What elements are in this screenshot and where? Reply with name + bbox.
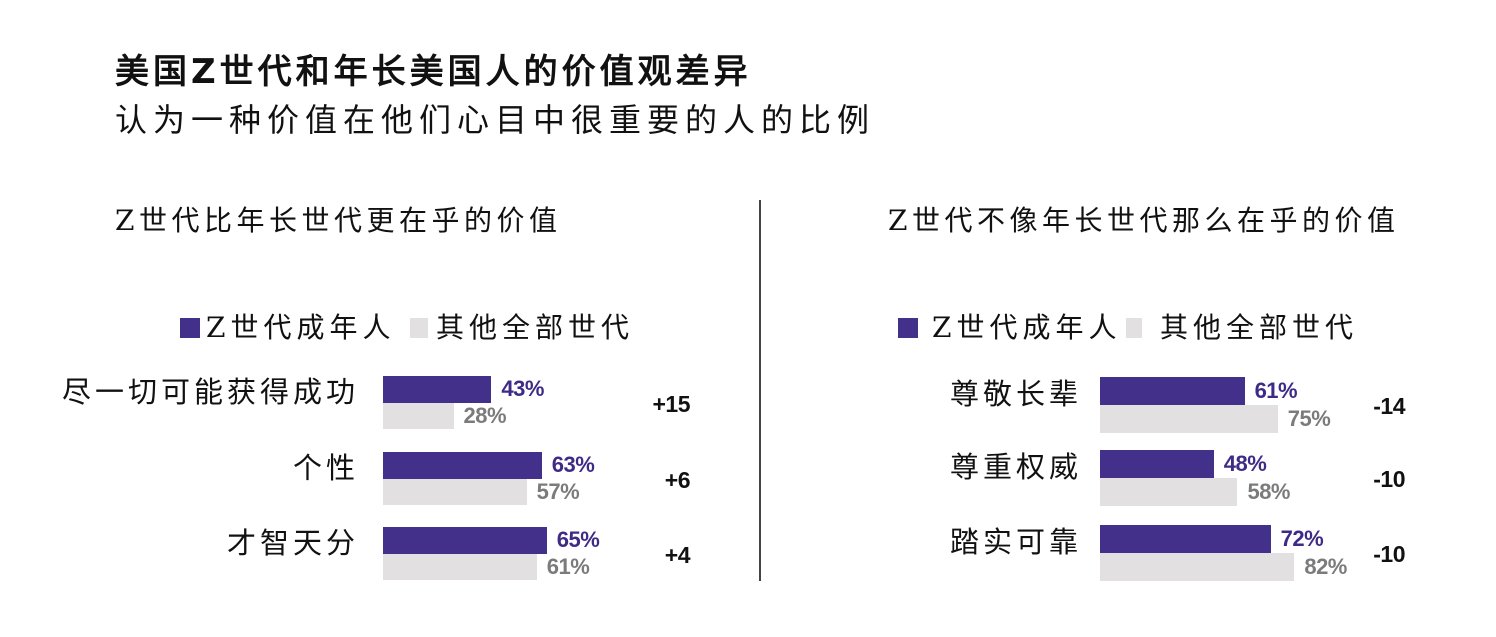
category-label: 尊重权威 — [949, 450, 1082, 485]
bar-other-generations — [1100, 553, 1295, 581]
value-label-z-generation: 63% — [551, 452, 595, 478]
chart-title: 美国Z世代和年长美国人的价值观差异 — [115, 52, 752, 92]
value-label-z-generation: 48% — [1223, 451, 1267, 476]
value-label-other-generations: 75% — [1287, 406, 1331, 431]
value-label-other-generations: 57% — [536, 478, 580, 504]
category-label: 尽一切可能获得成功 — [61, 375, 359, 410]
difference-label: +15 — [652, 390, 690, 417]
legend-swatch-other-generations — [1126, 318, 1142, 338]
value-label-z-generation: 72% — [1280, 526, 1324, 551]
panel-divider — [759, 200, 761, 581]
bar-other-generations — [383, 553, 537, 580]
bar-z-generation — [383, 452, 542, 479]
bar-other-generations — [1100, 478, 1238, 506]
difference-label: +6 — [664, 466, 691, 493]
legend-swatch-other-generations — [410, 318, 428, 338]
bar-z-generation — [1100, 525, 1271, 553]
chart-subtitle: 认为一种价值在他们心目中很重要的人的比例 — [115, 101, 876, 139]
legend-label-z-generation: Z世代成年人 — [206, 311, 396, 344]
value-label-other-generations: 58% — [1247, 479, 1290, 504]
value-label-z-generation: 65% — [556, 527, 600, 553]
bar-z-generation — [1100, 377, 1245, 405]
legend-label-other-generations: 其他全部世代 — [1160, 311, 1359, 344]
value-label-z-generation: 43% — [501, 376, 544, 402]
value-label-other-generations: 28% — [463, 402, 507, 428]
right-panel-title: Z世代不像年长世代那么在乎的价值 — [888, 204, 1400, 237]
legend-swatch-z-generation — [180, 318, 200, 338]
difference-label: -10 — [1373, 466, 1405, 492]
legend-label-other-generations: 其他全部世代 — [436, 311, 635, 344]
category-label: 尊敬长辈 — [949, 377, 1082, 412]
category-label: 踏实可靠 — [949, 525, 1082, 560]
left-panel-title: Z世代比年长世代更在乎的价值 — [115, 204, 562, 237]
legend-swatch-z-generation — [898, 318, 918, 338]
bar-z-generation — [383, 376, 492, 403]
value-label-z-generation: 61% — [1254, 378, 1298, 403]
bar-other-generations — [383, 478, 527, 505]
legend-label-z-generation: Z世代成年人 — [932, 311, 1122, 344]
difference-label: -14 — [1373, 393, 1405, 419]
value-label-other-generations: 82% — [1304, 554, 1347, 579]
bar-other-generations — [1100, 405, 1278, 433]
bar-other-generations — [383, 402, 454, 429]
value-label-other-generations: 61% — [546, 553, 590, 579]
category-label: 个性 — [292, 451, 359, 486]
bar-z-generation — [383, 527, 547, 554]
category-label: 才智天分 — [226, 526, 359, 561]
difference-label: +4 — [664, 541, 691, 568]
difference-label: -10 — [1373, 541, 1405, 567]
bar-z-generation — [1100, 450, 1214, 478]
